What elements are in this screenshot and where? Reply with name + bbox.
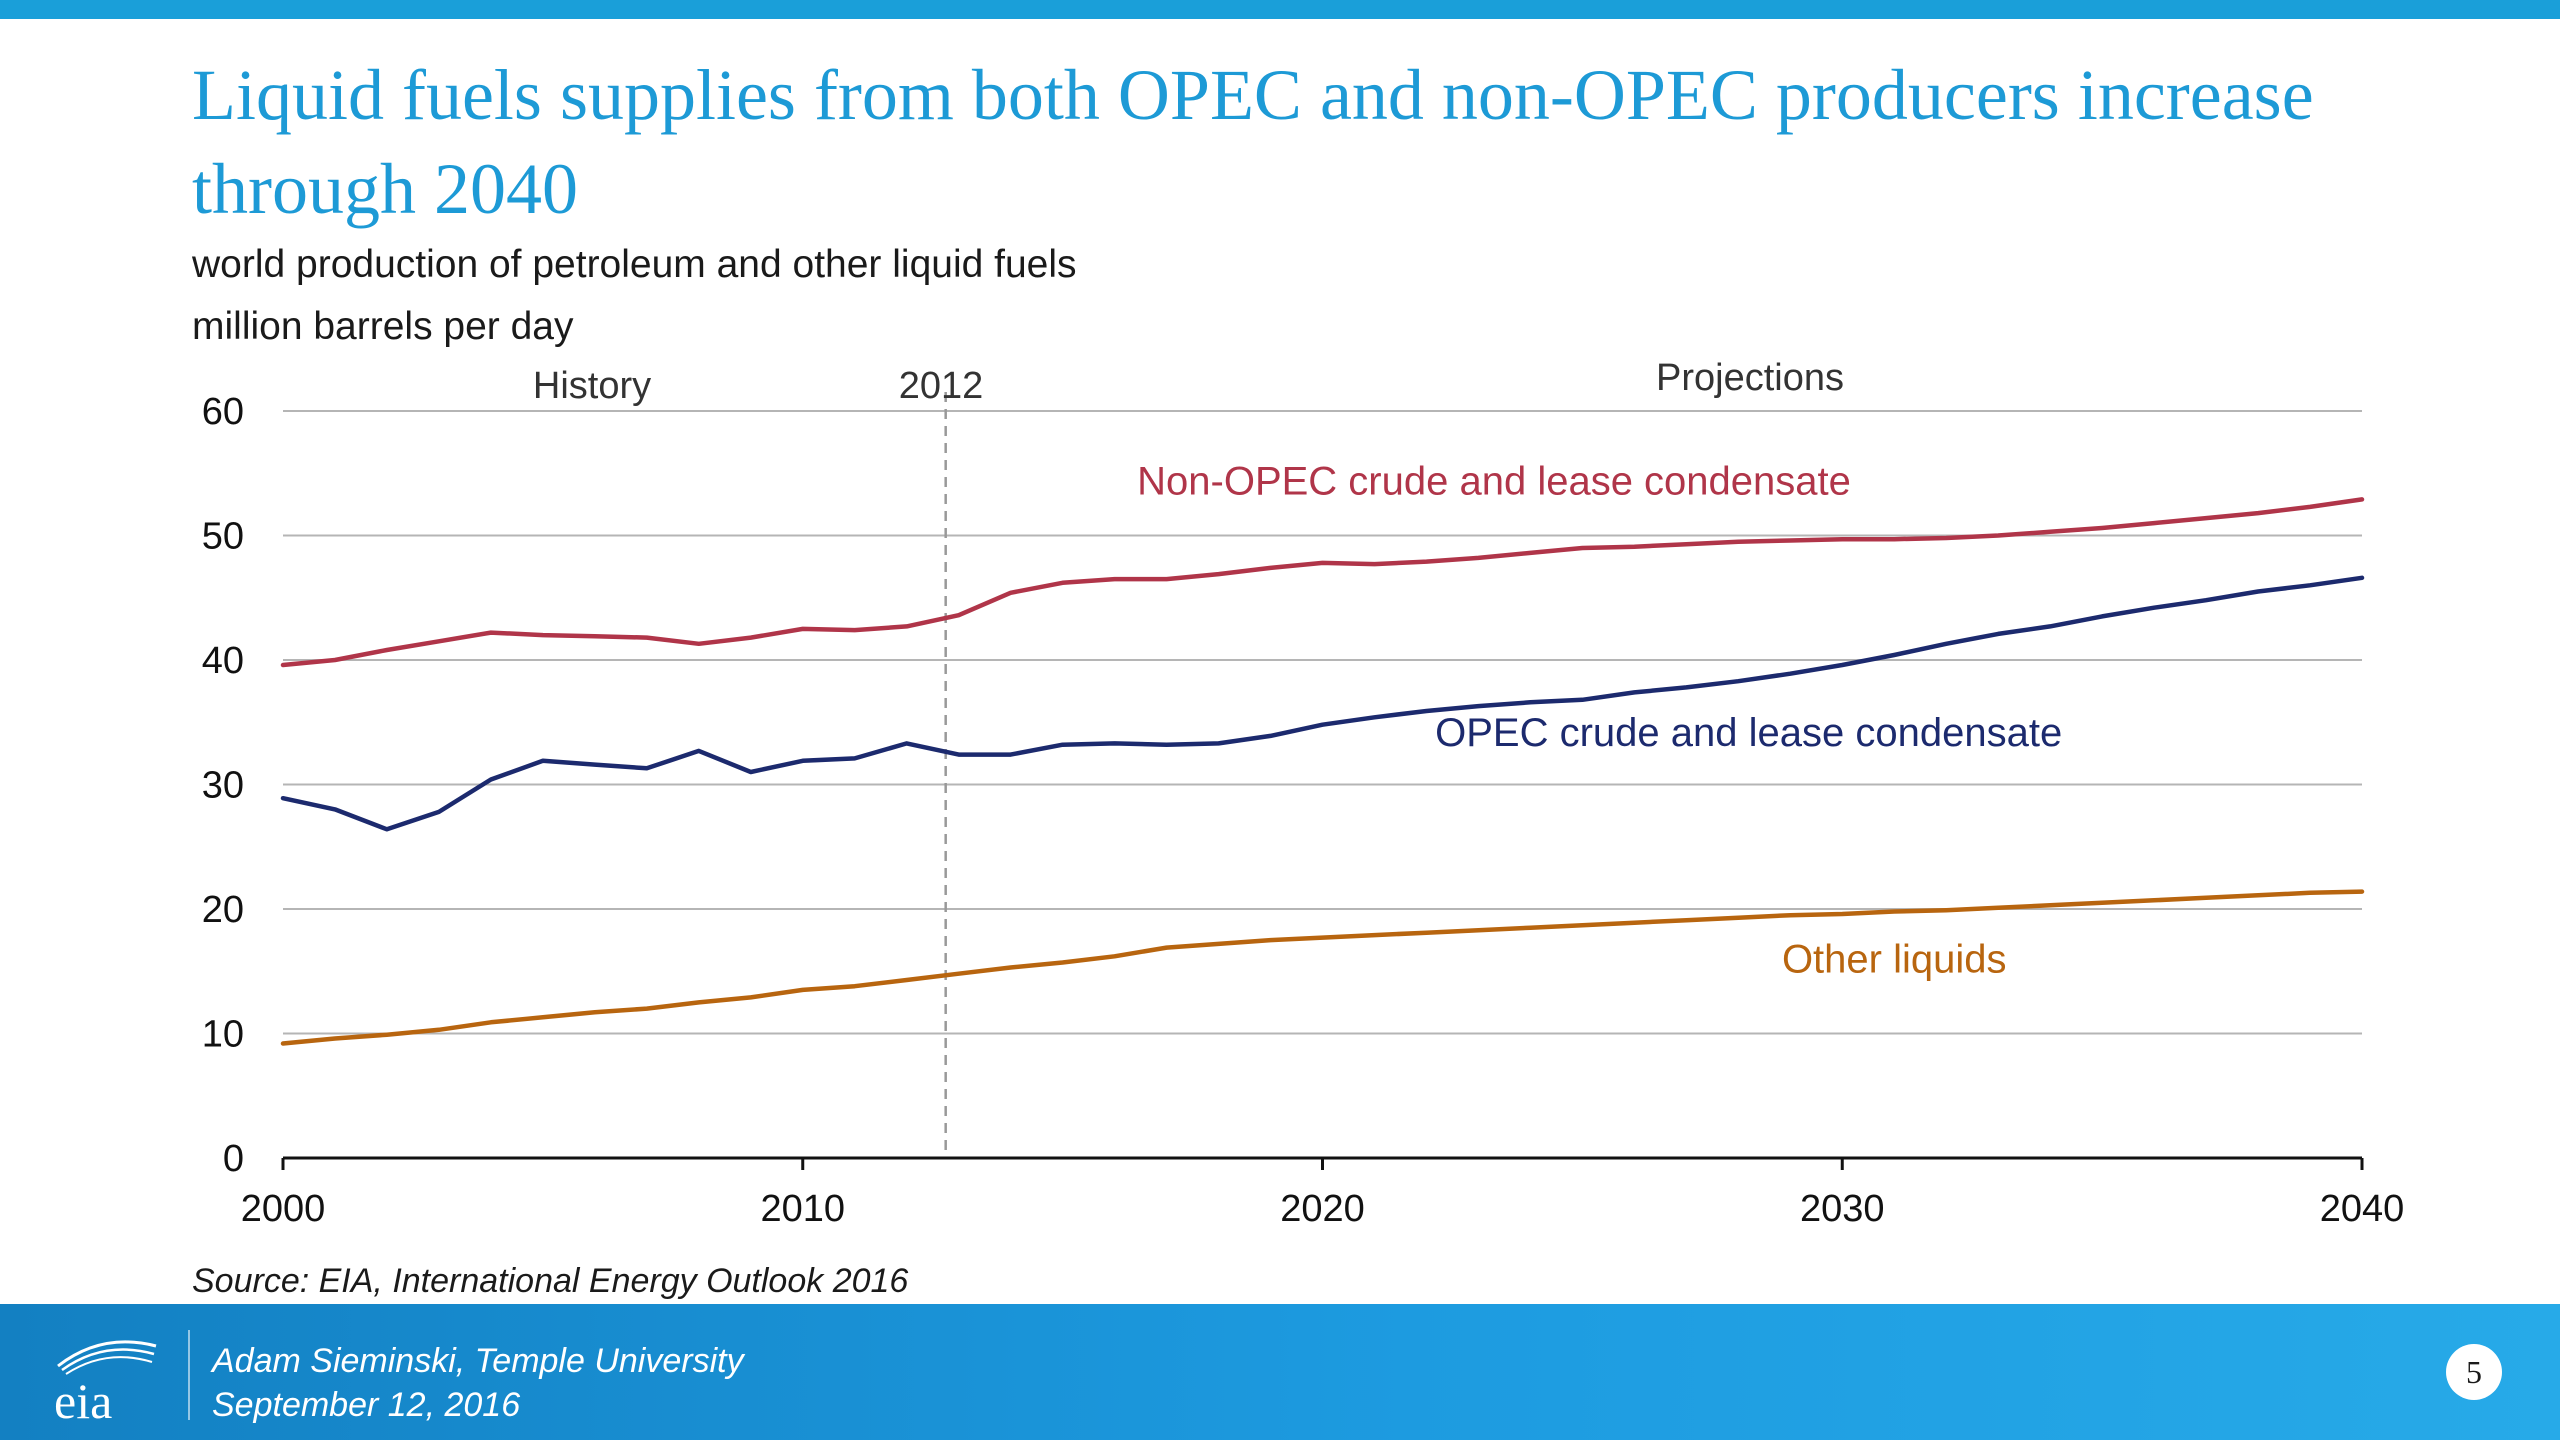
footer-divider — [188, 1330, 190, 1420]
x-tick-label: 2010 — [760, 1188, 845, 1230]
y-tick-label: 0 — [223, 1138, 244, 1180]
eia-logo: eia — [54, 1340, 157, 1426]
y-tick-label: 30 — [202, 765, 244, 807]
projections-label: Projections — [1656, 357, 1844, 399]
x-tick-label: 2030 — [1800, 1188, 1885, 1230]
y-tick-label: 40 — [202, 640, 244, 682]
eia-logo-text: eia — [54, 1373, 112, 1426]
y-tick-label: 50 — [202, 516, 244, 558]
y-tick-label: 20 — [202, 889, 244, 931]
x-tick-label: 2040 — [2320, 1188, 2405, 1230]
x-tick-label: 2020 — [1280, 1188, 1365, 1230]
series-line-other-liquids — [280, 889, 2365, 1046]
page-number: 5 — [2446, 1344, 2502, 1400]
series-label-other-liquids: Other liquids — [1782, 937, 2007, 981]
x-tick-label: 2000 — [241, 1188, 326, 1230]
y-tick-label: 60 — [202, 391, 244, 433]
presenter-name: Adam Sieminski, Temple University — [212, 1342, 744, 1380]
history-label: History — [533, 365, 651, 407]
y-tick-label: 10 — [202, 1014, 244, 1056]
footer-bar: eia Adam Sieminski, Temple University Se… — [0, 1304, 2560, 1440]
series-label-opec-crude-and-lease-condensate: OPEC crude and lease condensate — [1435, 711, 2062, 755]
series-line-non-opec-crude-and-lease-condensate — [280, 497, 2365, 668]
top-accent-bar — [0, 0, 2560, 19]
series-label-non-opec-crude-and-lease-condensate: Non-OPEC crude and lease condensate — [1137, 459, 1851, 503]
slide-title: Liquid fuels supplies from both OPEC and… — [192, 55, 2314, 229]
divider-year-label: 2012 — [899, 365, 984, 407]
series-line-opec-crude-and-lease-condensate — [280, 575, 2365, 832]
source-note: Source: EIA, International Energy Outloo… — [192, 1262, 909, 1300]
chart-units: million barrels per day — [192, 305, 574, 348]
presentation-date: September 12, 2016 — [212, 1386, 521, 1424]
chart-subtitle: world production of petroleum and other … — [192, 243, 1077, 286]
